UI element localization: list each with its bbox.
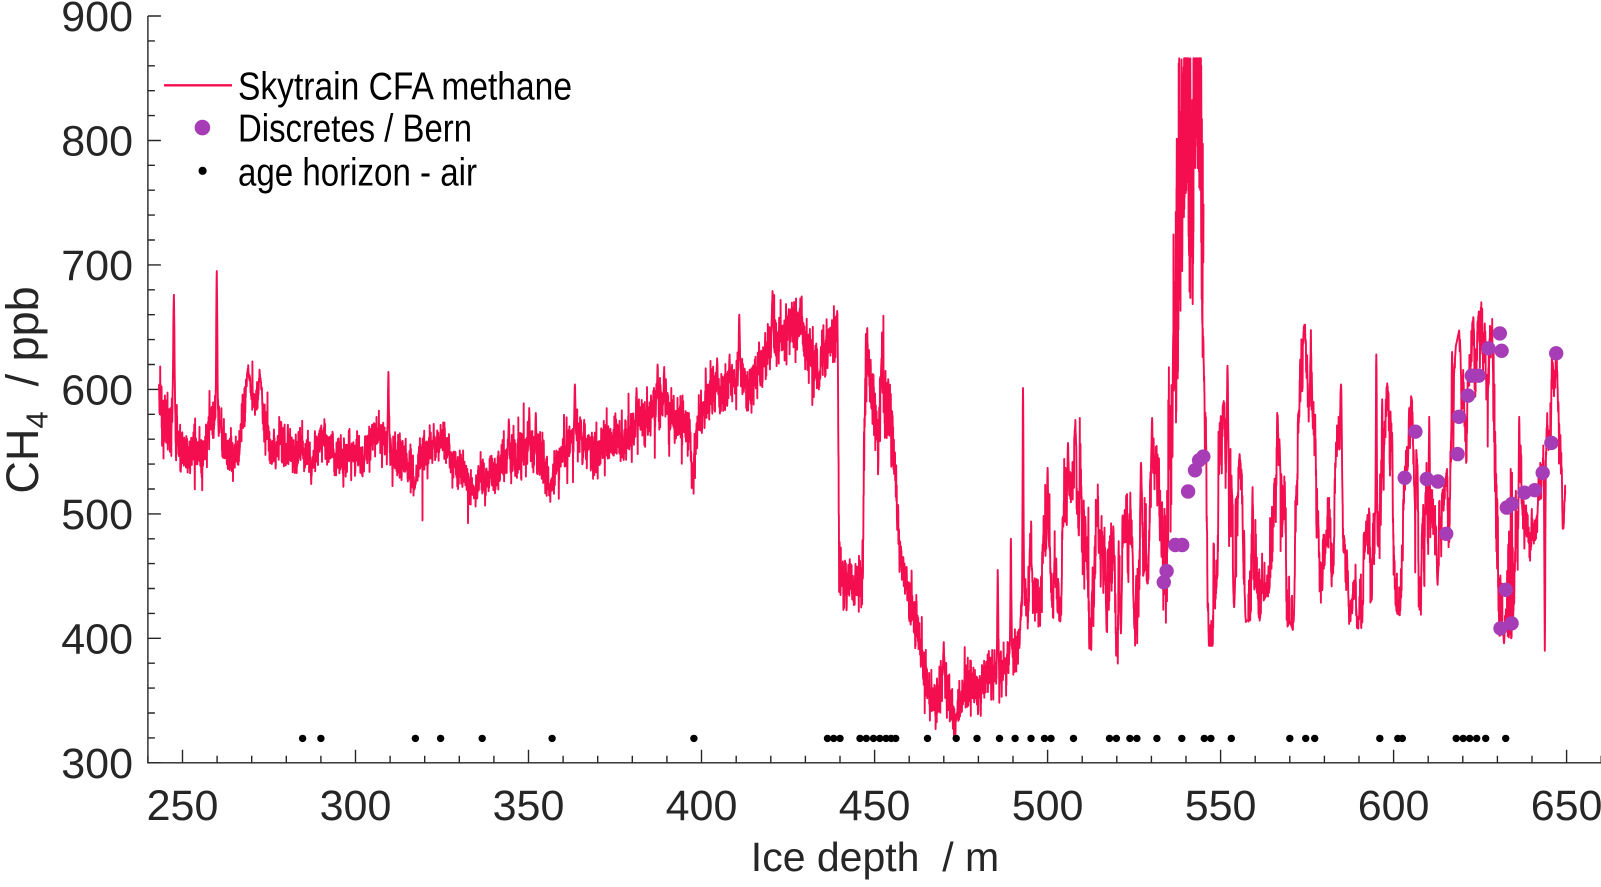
svg-text:250: 250 xyxy=(147,782,219,830)
svg-text:age horizon - air: age horizon - air xyxy=(238,152,477,195)
svg-text:400: 400 xyxy=(666,782,738,830)
svg-text:600: 600 xyxy=(61,367,133,415)
svg-text:500: 500 xyxy=(1012,782,1084,830)
svg-text:700: 700 xyxy=(61,242,133,290)
svg-text:650: 650 xyxy=(1531,782,1601,830)
svg-text:Ice depth / m: Ice depth / m xyxy=(751,834,999,880)
svg-text:500: 500 xyxy=(61,491,133,539)
svg-text:300: 300 xyxy=(320,782,392,830)
svg-text:Discretes / Bern: Discretes / Bern xyxy=(238,108,472,151)
svg-text:800: 800 xyxy=(61,118,133,166)
svg-text:600: 600 xyxy=(1358,782,1430,830)
svg-text:350: 350 xyxy=(493,782,565,830)
svg-text:450: 450 xyxy=(839,782,911,830)
svg-text:900: 900 xyxy=(61,0,133,41)
svg-text:300: 300 xyxy=(61,740,133,788)
svg-text:550: 550 xyxy=(1185,782,1257,830)
svg-text:400: 400 xyxy=(61,616,133,664)
svg-text:CH4 / ppb: CH4 / ppb xyxy=(0,286,55,493)
svg-text:Skytrain CFA methane: Skytrain CFA methane xyxy=(238,66,572,109)
